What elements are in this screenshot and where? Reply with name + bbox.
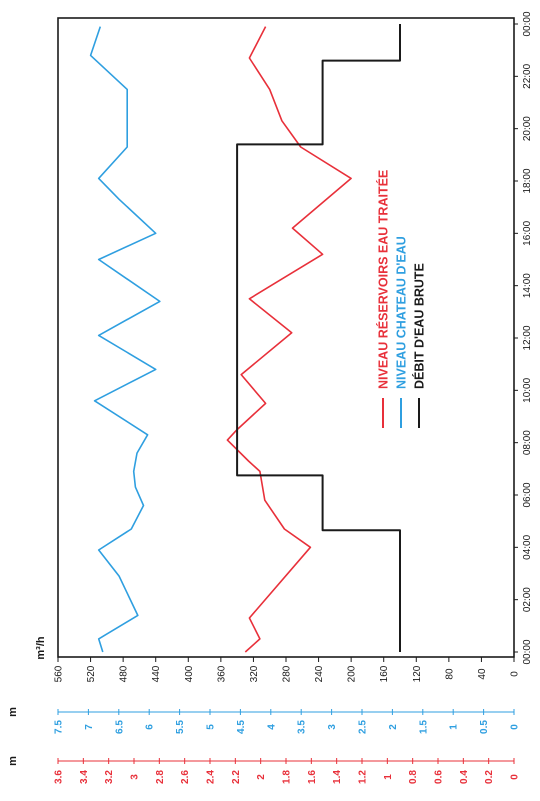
flow-tick-label: 520	[86, 665, 97, 682]
reservoir-tick-label: 0.2	[484, 770, 495, 784]
chateau-tick-label: 6	[145, 724, 156, 730]
reservoir-unit-label: m	[7, 756, 19, 766]
reservoir-tick-label: 0.4	[459, 770, 470, 784]
time-tick-label: 00:00	[522, 11, 533, 36]
legend-item-debit-label: DÉBIT D'EAU BRUTE	[412, 263, 427, 389]
flow-tick-label: 280	[282, 665, 293, 682]
time-tick-label: 20:00	[522, 116, 533, 141]
flow-tick-label: 0	[510, 671, 521, 677]
flow-tick-label: 160	[379, 665, 390, 682]
chateau-level-line	[89, 26, 161, 653]
chateau-level-axis: 0 0.5 1 1.5 2 2.5 3 3.5 4 4.5 5 5.5 6 6.5 7 7.5 m	[7, 707, 521, 734]
chateau-tick-label: 6.5	[114, 720, 125, 734]
reservoir-tick-label: 2.6	[180, 770, 191, 784]
chateau-tick-label: 4.5	[236, 720, 247, 734]
reservoir-tick-label: 3.4	[79, 770, 90, 784]
reservoir-tick-label: 2.2	[231, 770, 242, 784]
flow-tick-label: 200	[347, 665, 358, 682]
chateau-tick-label: 2.5	[358, 720, 369, 734]
reservoir-tick-label: 2.4	[206, 770, 217, 784]
chateau-tick-label: 5	[206, 724, 217, 730]
reservoir-level-line	[226, 26, 352, 653]
time-tick-label: 12:00	[522, 325, 533, 350]
reservoir-tick-label: 3.6	[54, 770, 65, 784]
reservoir-tick-label: 3	[130, 774, 141, 780]
time-tick-label: 08:00	[522, 430, 533, 455]
time-tick-label: 02:00	[522, 587, 533, 612]
flow-axis: 0 40 80 120 160 200 240 280 320 360 400 440 480 520 56…	[35, 636, 521, 682]
time-axis: 00:00 02:00 04:00 06:00 08:00 10:00 12:00 14:00…	[514, 11, 533, 665]
reservoir-tick-label: 2.8	[155, 770, 166, 784]
flow-tick-label: 320	[249, 665, 260, 682]
reservoir-tick-label: 0.8	[408, 770, 419, 784]
flow-tick-label: 80	[444, 668, 455, 680]
time-tick-label: 04:00	[522, 534, 533, 559]
chateau-tick-label: 7.5	[54, 720, 65, 734]
time-tick-label: 00:00	[522, 639, 533, 664]
chateau-tick-label: 3.5	[297, 720, 308, 734]
reservoir-tick-label: 1.2	[358, 770, 369, 784]
reservoir-tick-label: 1.4	[332, 770, 343, 784]
flow-tick-label: 400	[184, 665, 195, 682]
flow-tick-label: 560	[54, 665, 65, 682]
time-tick-label: 16:00	[522, 220, 533, 245]
flow-tick-label: 440	[151, 665, 162, 682]
time-tick-label: 06:00	[522, 482, 533, 507]
reservoir-level-axis: 0 0.2 0.4 0.6 0.8 1 1.2 1.4 1.6 1.8 2 2.2 2.4 2.6 2.8 3…	[7, 756, 521, 784]
time-tick-label: 14:00	[522, 273, 533, 298]
reservoir-tick-label: 3.2	[104, 770, 115, 784]
flow-unit-label: m³/h	[35, 636, 47, 660]
reservoir-tick-label: 1.8	[282, 770, 293, 784]
legend-item-chateau-label: NIVEAU CHATEAU D'EAU	[395, 236, 409, 389]
time-tick-label: 18:00	[522, 168, 533, 193]
reservoir-tick-label: 1.6	[307, 770, 318, 784]
reservoir-tick-label: 2	[256, 774, 267, 780]
chateau-tick-label: 5.5	[175, 720, 186, 734]
legend: NIVEAU RÉSERVOIRS EAU TRAITÉE NIVEAU CHAT…	[376, 170, 427, 428]
series-lines	[89, 24, 401, 653]
reservoir-tick-label: 1	[383, 774, 394, 780]
flow-tick-label: 40	[477, 668, 488, 680]
raw-water-flow-line	[236, 24, 401, 652]
flow-tick-label: 360	[216, 665, 227, 682]
reservoir-tick-label: 0	[510, 774, 521, 780]
time-tick-label: 10:00	[522, 377, 533, 402]
chateau-tick-label: 3	[327, 724, 338, 730]
reservoir-tick-label: 0.6	[434, 770, 445, 784]
chateau-tick-label: 4	[266, 724, 277, 730]
chateau-tick-label: 1	[449, 724, 460, 730]
chateau-tick-label: 0	[510, 724, 521, 730]
legend-item-reservoirs-label: NIVEAU RÉSERVOIRS EAU TRAITÉE	[376, 170, 391, 389]
chateau-tick-label: 2	[388, 724, 399, 730]
time-tick-label: 22:00	[522, 63, 533, 88]
flow-tick-label: 240	[314, 665, 325, 682]
chateau-tick-label: 0.5	[479, 720, 490, 734]
flow-tick-label: 120	[412, 665, 423, 682]
flow-tick-label: 480	[119, 665, 130, 682]
chateau-tick-label: 7	[84, 724, 95, 730]
chateau-tick-label: 1.5	[418, 720, 429, 734]
chateau-unit-label: m	[7, 707, 19, 717]
